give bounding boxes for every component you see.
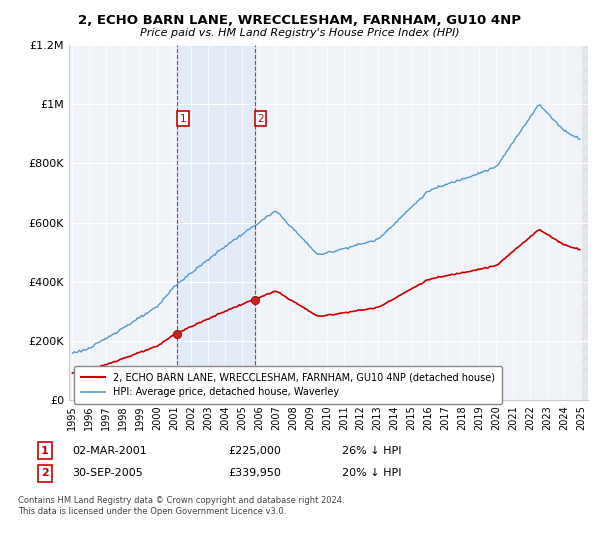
Text: 2, ECHO BARN LANE, WRECCLESHAM, FARNHAM, GU10 4NP: 2, ECHO BARN LANE, WRECCLESHAM, FARNHAM,… (79, 14, 521, 27)
Text: 26% ↓ HPI: 26% ↓ HPI (342, 446, 401, 456)
Text: 2: 2 (41, 468, 49, 478)
Bar (581, 45, 590, 400)
Text: This data is licensed under the Open Government Licence v3.0.: This data is licensed under the Open Gov… (18, 507, 286, 516)
Text: 1: 1 (179, 114, 186, 124)
Text: 2: 2 (257, 114, 264, 124)
Text: 20% ↓ HPI: 20% ↓ HPI (342, 468, 401, 478)
Legend: 2, ECHO BARN LANE, WRECCLESHAM, FARNHAM, GU10 4NP (detached house), HPI: Average: 2, ECHO BARN LANE, WRECCLESHAM, FARNHAM,… (74, 366, 502, 404)
Text: Contains HM Land Registry data © Crown copyright and database right 2024.: Contains HM Land Registry data © Crown c… (18, 496, 344, 505)
Text: £225,000: £225,000 (228, 446, 281, 456)
Text: 02-MAR-2001: 02-MAR-2001 (72, 446, 147, 456)
Text: 30-SEP-2005: 30-SEP-2005 (72, 468, 143, 478)
Text: Price paid vs. HM Land Registry's House Price Index (HPI): Price paid vs. HM Land Registry's House … (140, 28, 460, 38)
Bar (177, 45, 255, 400)
Text: £339,950: £339,950 (228, 468, 281, 478)
Text: 1: 1 (41, 446, 49, 456)
